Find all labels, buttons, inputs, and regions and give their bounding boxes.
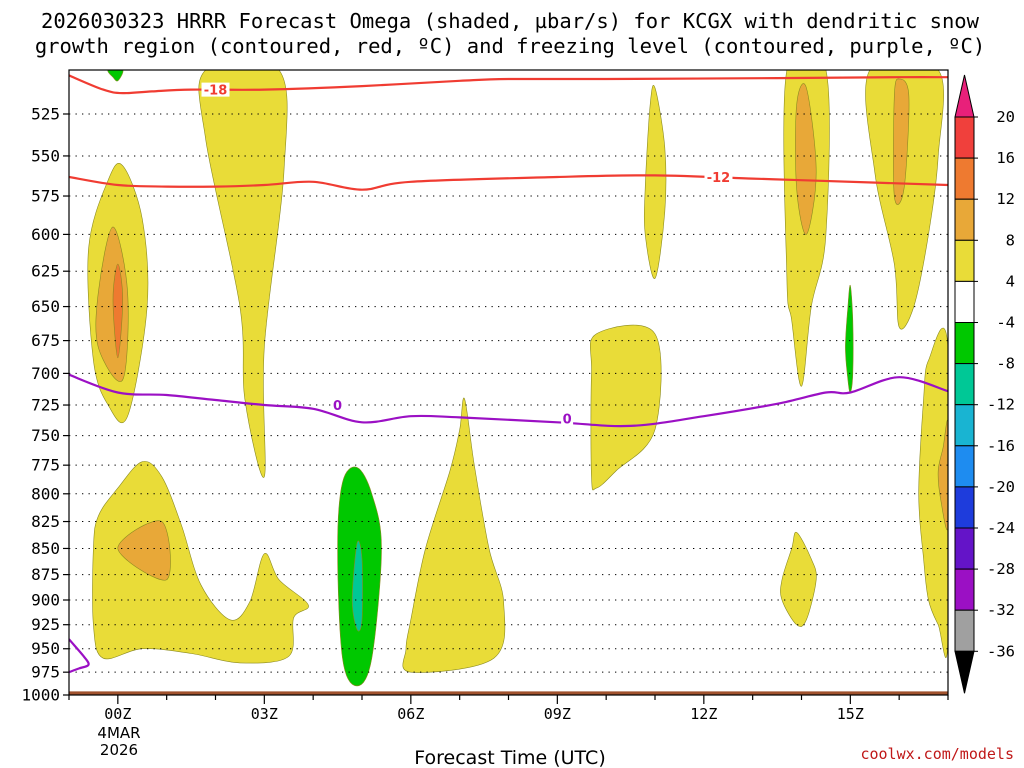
colorbar-label-8: 8 (1006, 231, 1015, 249)
x-axis: 00Z 03Z 06Z 09Z 12Z 15Z (68, 695, 949, 723)
colorbar-label-4: 4 (1006, 272, 1015, 290)
colorbar-label-minus-4: -4 (996, 314, 1015, 332)
contour-label-0-left-bg (331, 398, 344, 413)
colorbar-label-minus-12: -12 (987, 396, 1015, 414)
x-date-year: 2026 (100, 741, 138, 759)
colorbar-box-5 (954, 280, 975, 323)
colorbar-box-4 (954, 239, 975, 282)
x-tick-label-15Z: 15Z (837, 705, 864, 723)
omega-shaded-regions (87, 70, 948, 687)
omega-region-20 (107, 70, 124, 82)
y-tick-label-675: 675 (31, 331, 60, 350)
y-tick-label-1000: 1000 (21, 686, 60, 705)
y-tick-label-975: 975 (31, 663, 60, 682)
omega-region-4 (198, 70, 288, 478)
omega-region-7 (402, 397, 506, 673)
y-tick-label-850: 850 (31, 539, 60, 558)
y-tick-label-950: 950 (31, 639, 60, 658)
colorbar-label-16: 16 (996, 149, 1015, 167)
omega-colorbar: 20 16 12 8 4 -4 -8 -12 -16 -20 -24 -28 -32 -36 (954, 74, 1015, 694)
y-tick-label-925: 925 (31, 615, 60, 634)
terrain-ground (69, 691, 948, 695)
y-tick-label-550: 550 (31, 146, 60, 165)
omega-region-16 (780, 531, 817, 627)
contour-label-minus-18-bg (201, 82, 230, 97)
y-tick-label-775: 775 (31, 456, 60, 475)
y-tick-label-600: 600 (31, 225, 60, 244)
y-tick-label-750: 750 (31, 426, 60, 445)
omega-region-5 (92, 461, 309, 664)
colorbar-label-minus-24: -24 (987, 519, 1015, 537)
y-axis: 525 550 575 600 625 650 675 700 725 750 775 800 825 8… (21, 104, 69, 705)
omega-region-13 (795, 83, 817, 235)
omega-region-15 (893, 78, 910, 205)
x-axis-label: Forecast Time (UTC) (414, 747, 605, 768)
colorbar-label-minus-36: -36 (987, 642, 1015, 660)
contour-label-0-right-bg (561, 411, 574, 426)
freezing-0-contour (69, 373, 948, 428)
colorbar-label-12: 12 (996, 190, 1015, 208)
ground-strip (69, 691, 948, 695)
omega-region-17 (918, 327, 948, 658)
chart-title-line-1: 2026030323 HRRR Forecast Omega (shaded, … (41, 9, 980, 33)
temperature-contours: -18 -12 0 0 (69, 74, 948, 674)
x-tick-label-00Z: 00Z (104, 705, 131, 723)
y-tick-label-575: 575 (31, 187, 60, 206)
y-tick-label-875: 875 (31, 565, 60, 584)
y-tick-label-650: 650 (31, 297, 60, 316)
colorbar-box-11 (954, 527, 975, 570)
colorbar-label-minus-28: -28 (987, 560, 1015, 578)
contour-label-minus-18: -18 (204, 84, 228, 99)
colorbar-box-9 (954, 445, 975, 488)
contour-label-minus-12-bg (704, 170, 733, 185)
colorbar-box-1 (954, 116, 975, 159)
omega-region-10 (589, 324, 662, 491)
colorbar-bottom-arrow (954, 650, 975, 694)
omega-region-6 (117, 520, 171, 581)
colorbar-label-minus-16: -16 (987, 437, 1015, 455)
colorbar-box-3 (954, 198, 975, 241)
colorbar-label-minus-20: -20 (987, 478, 1015, 496)
colorbar-box-13 (954, 609, 975, 652)
omega-region-9 (351, 540, 363, 632)
x-tick-label-06Z: 06Z (397, 705, 424, 723)
colorbar-box-6 (954, 322, 975, 365)
y-tick-label-900: 900 (31, 590, 60, 609)
omega-region-19 (845, 285, 854, 393)
contour-label-minus-12: -12 (707, 171, 731, 186)
credit-text: coolwx.com/models (860, 745, 1014, 763)
x-tick-label-12Z: 12Z (690, 705, 717, 723)
omega-region-14 (865, 70, 944, 330)
colorbar-label-20: 20 (996, 108, 1015, 126)
x-date-day: 4MAR (97, 724, 140, 742)
y-tick-label-800: 800 (31, 484, 60, 503)
freezing-0-lower-contour (69, 638, 90, 674)
chart-title-line-2: growth region (contoured, red, ºC) and f… (35, 34, 985, 58)
snow-minus-12-contour (69, 174, 948, 191)
y-tick-label-625: 625 (31, 262, 60, 281)
colorbar-box-10 (954, 486, 975, 529)
colorbar-box-2 (954, 157, 975, 200)
x-tick-label-09Z: 09Z (544, 705, 571, 723)
y-tick-label-725: 725 (31, 396, 60, 415)
colorbar-box-8 (954, 404, 975, 447)
y-tick-label-825: 825 (31, 512, 60, 531)
omega-region-3 (112, 263, 124, 359)
colorbar-top-arrow (954, 74, 975, 118)
x-tick-label-03Z: 03Z (251, 705, 278, 723)
colorbar-box-12 (954, 568, 975, 611)
colorbar-label-minus-32: -32 (987, 601, 1015, 619)
omega-region-18 (937, 420, 948, 531)
y-tick-label-525: 525 (31, 104, 60, 123)
contour-label-0-left: 0 (333, 399, 342, 414)
snow-minus-18-contour (69, 74, 948, 95)
colorbar-label-minus-8: -8 (996, 355, 1015, 373)
y-tick-label-700: 700 (31, 364, 60, 383)
plot-area: -18 -12 0 0 (69, 70, 948, 695)
contour-label-0-right: 0 (563, 413, 572, 428)
colorbar-box-7 (954, 363, 975, 406)
